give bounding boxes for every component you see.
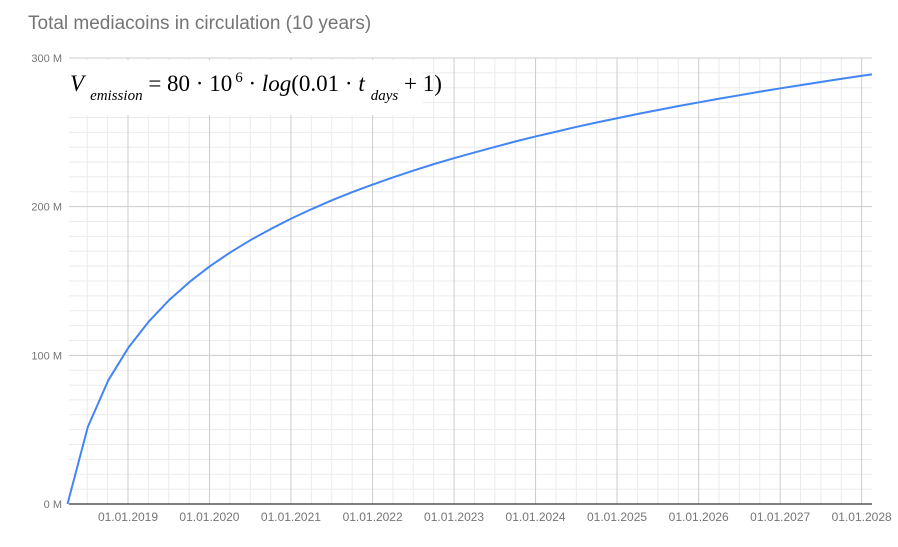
formula-t-subscript: days	[370, 88, 399, 104]
formula-end: + 1)	[398, 71, 442, 96]
x-tick-label: 01.01.2026	[669, 510, 729, 524]
x-tick-label: 01.01.2021	[261, 510, 321, 524]
formula-t: t	[358, 71, 365, 96]
y-tick-label: 300 M	[31, 53, 62, 65]
y-tick-label: 200 M	[31, 202, 62, 214]
chart-title: Total mediacoins in circulation (10 year…	[28, 13, 372, 34]
formula-arg: (0.01 ·	[291, 71, 359, 96]
x-tick-label: 01.01.2025	[587, 510, 647, 524]
formula-eq: = 80 · 10	[148, 71, 233, 96]
formula-v-subscript: emission	[90, 88, 143, 104]
major-grid	[69, 57, 872, 504]
x-tick-label: 01.01.2027	[750, 510, 810, 524]
x-axis-labels: 01.01.2019 01.01.2020 01.01.2021 01.01.2022…	[98, 510, 892, 524]
x-tick-label: 01.01.2023	[424, 510, 484, 524]
x-tick-label: 01.01.2020	[179, 510, 239, 524]
series-line-total-mediacoins	[66, 73, 873, 505]
formula-v: V	[70, 71, 85, 96]
formula-dot: ·	[242, 71, 262, 96]
formula-log: log	[261, 71, 292, 96]
x-tick-label: 01.01.2019	[98, 510, 158, 524]
y-axis-labels: 0 M 100 M 200 M 300 M	[31, 53, 62, 511]
y-tick-label: 0 M	[44, 499, 62, 511]
x-tick-label: 01.01.2022	[343, 510, 403, 524]
minor-grid	[69, 58, 872, 504]
x-tick-label: 01.01.2024	[506, 510, 566, 524]
formula-exponent: 6	[235, 70, 243, 86]
x-tick-label: 01.01.2028	[832, 510, 892, 524]
y-tick-label: 100 M	[31, 350, 62, 362]
